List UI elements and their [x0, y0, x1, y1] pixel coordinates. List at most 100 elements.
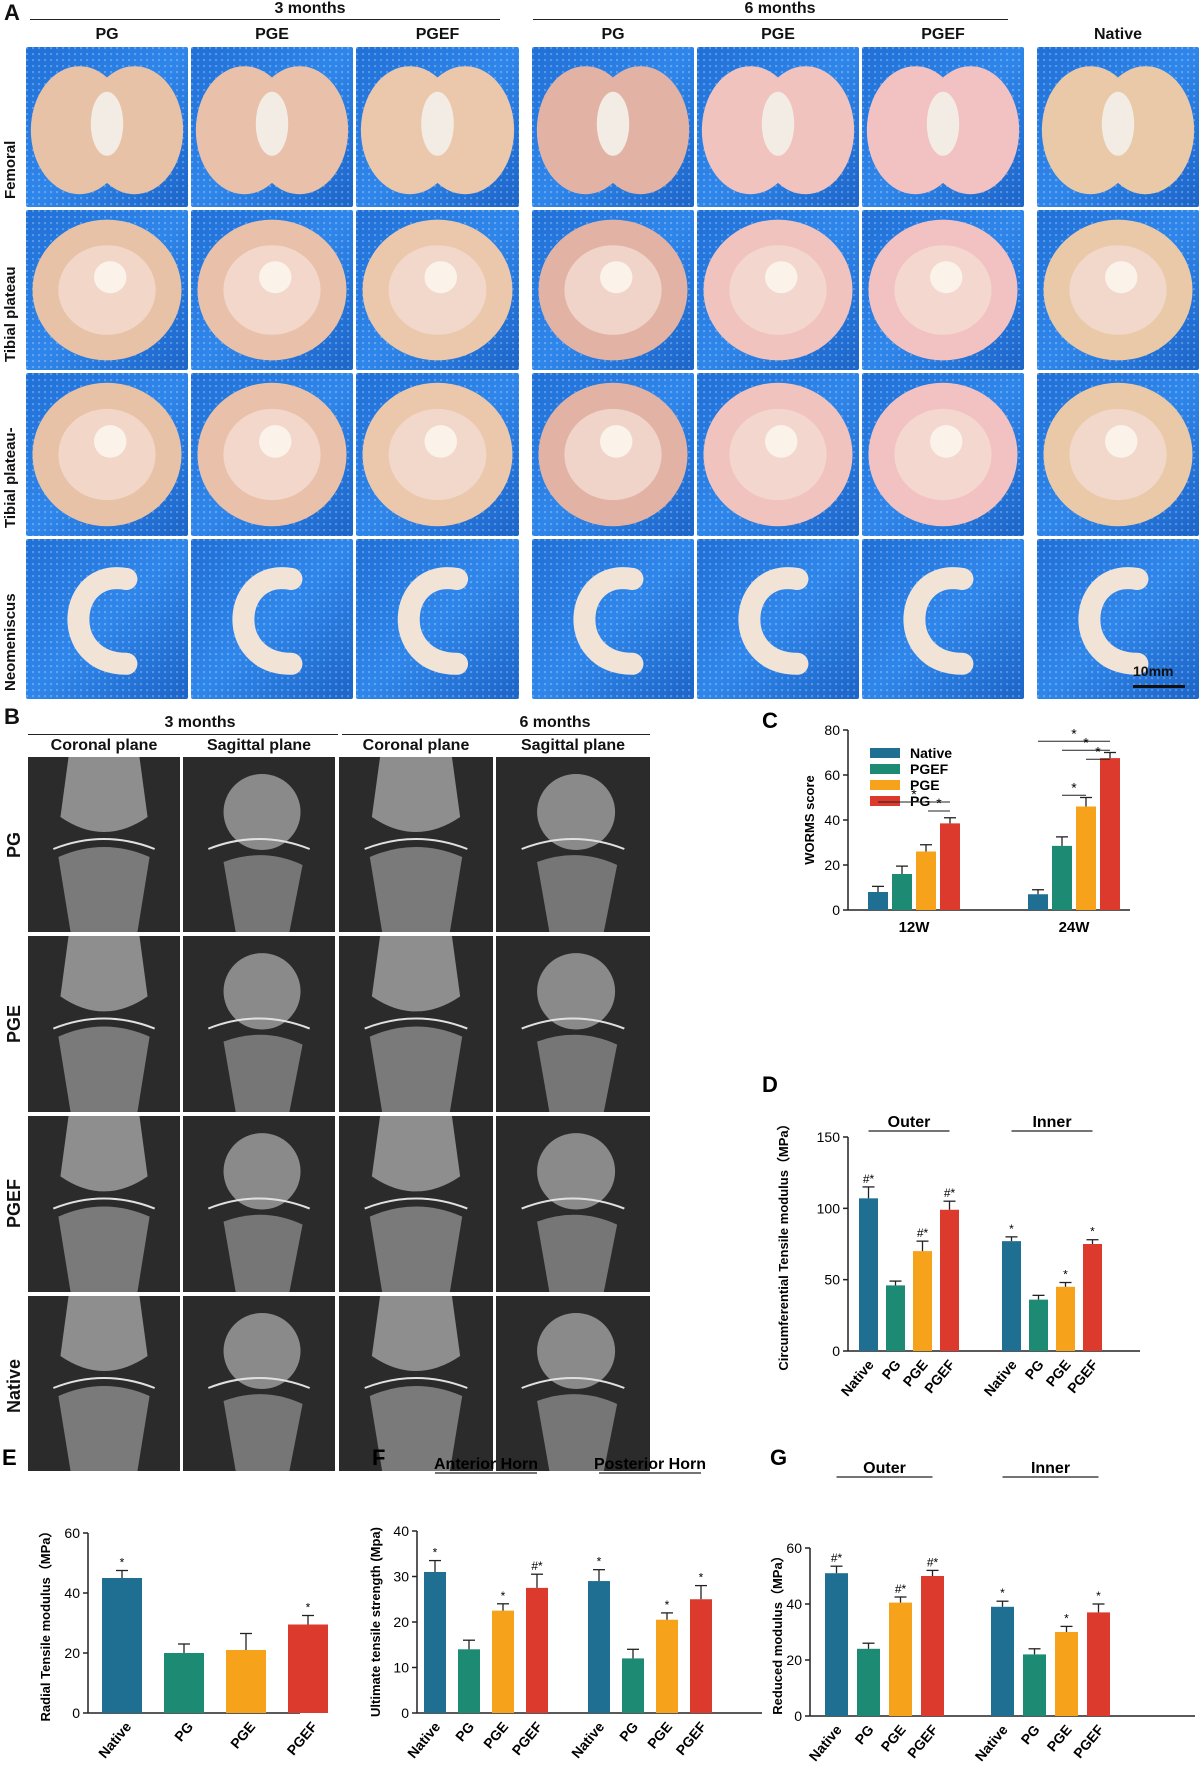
bar [916, 851, 936, 910]
joint-line [207, 1377, 311, 1389]
y-tick-label: 40 [824, 812, 840, 828]
y-tick-label: 0 [401, 1705, 409, 1721]
specimen-shape [538, 382, 688, 527]
bar [1052, 845, 1072, 910]
tibia-shape [223, 1034, 303, 1112]
panel-b-6-months-header: 6 months [519, 714, 591, 731]
bar [1100, 758, 1120, 910]
specimen-shape [197, 382, 347, 527]
mri-image [28, 1116, 180, 1292]
panel-a-6-months-header: 6 months [744, 0, 816, 17]
y-axis-label: Circumferential Tensile modulus（MPa） [776, 1117, 791, 1370]
bar [102, 1578, 142, 1713]
bar [164, 1653, 204, 1713]
femur-shape [60, 1296, 148, 1371]
specimen-shape [397, 567, 469, 675]
specimen-shape [868, 382, 1018, 527]
specimen-shape [1041, 66, 1195, 195]
bar [1076, 806, 1096, 910]
significance-mark: * [665, 1598, 670, 1612]
specimen-shape [30, 66, 184, 195]
panel-letter: F [372, 1445, 385, 1470]
repair-tissue-shape [596, 91, 630, 156]
joint-line [364, 838, 468, 850]
legend-label: PG [910, 793, 930, 809]
panel-a-column-header: PGE [255, 26, 289, 43]
specimen-photo [1037, 210, 1199, 370]
significance-mark: * [1096, 1589, 1101, 1603]
specimen-photo [862, 373, 1024, 536]
mri-image [496, 936, 650, 1112]
panel-a-column-header: PGEF [415, 26, 460, 43]
specimen-shape [362, 219, 513, 361]
chart-f-ultimate-tensile-strength: F 0 10 20 30 40 Ultimate tensile strength (Mpa… [370, 1445, 762, 1761]
specimen-shape [32, 382, 182, 527]
bar [921, 1576, 944, 1716]
significance-mark: #* [863, 1172, 875, 1186]
bar [656, 1619, 678, 1713]
mri-image [339, 936, 493, 1112]
panel-a-letter: A [4, 0, 20, 25]
x-tick-label: PGE [227, 1719, 258, 1752]
neomeniscus-shape [765, 261, 798, 294]
mri-anatomy [183, 936, 335, 1112]
bar [857, 1648, 880, 1716]
significance-mark: #* [831, 1551, 843, 1565]
femoral-condyle-shape [537, 774, 616, 850]
femoral-condyle-shape [223, 1313, 301, 1389]
joint-line [52, 838, 156, 850]
bar [1056, 1286, 1075, 1351]
panel-b-row-label: Native [4, 1358, 24, 1413]
mri-image [28, 757, 180, 932]
tibia-shape [537, 1394, 618, 1471]
bar [622, 1658, 644, 1713]
tibia-shape [369, 1386, 463, 1471]
mri-image [28, 936, 180, 1112]
femur-shape [371, 1116, 461, 1192]
specimen-shape [538, 219, 688, 361]
meniscus-shape [738, 567, 809, 675]
significance-mark: #* [944, 1186, 956, 1200]
x-tick-label: PG [852, 1722, 877, 1748]
mri-image [496, 757, 650, 932]
significance-mark: * [1000, 1586, 1005, 1600]
bar [1023, 1654, 1046, 1716]
tibia-shape [58, 1206, 150, 1292]
y-tick-label: 30 [393, 1569, 409, 1585]
specimen-photo [1037, 539, 1199, 699]
tibia-shape [369, 1206, 463, 1292]
joint-line [207, 1197, 311, 1210]
panel-c-letter: C [762, 710, 778, 733]
mri-anatomy [339, 1116, 493, 1292]
specimen-photo [356, 373, 519, 536]
chart-e-radial-modulus: E 0 20 40 60 Radial Tensile modulus（MPa） * Nati… [2, 1445, 328, 1761]
x-tick-label: PGE [644, 1719, 675, 1752]
neomeniscus-shape [930, 261, 963, 294]
femur-shape [60, 936, 148, 1012]
y-tick-label: 150 [817, 1129, 841, 1145]
specimen-shape [362, 382, 513, 527]
specimen-shape [903, 567, 974, 675]
mri-anatomy [28, 757, 180, 932]
specimen-shape [703, 382, 853, 527]
joint-line [521, 1197, 625, 1210]
joint-line [521, 1377, 625, 1389]
mri-anatomy [339, 1296, 493, 1471]
panel-b-column-header: Sagittal plane [520, 737, 626, 754]
y-tick-label: 50 [824, 1272, 840, 1288]
mri-image [28, 1296, 180, 1471]
femoral-condyle-shape [537, 1133, 616, 1210]
specimen-photo [862, 47, 1024, 207]
specimen-photo [356, 539, 519, 699]
significance-mark: #* [895, 1582, 907, 1596]
x-tick-label: PGEF [509, 1718, 546, 1758]
specimen-photo [862, 210, 1024, 370]
tibia-shape [369, 1026, 463, 1112]
group-header: Posterior Horn [594, 1456, 706, 1473]
significance-mark: * [1063, 1268, 1068, 1282]
chart-c-worms-score: C 0 20 40 60 80 WORMS score 12W 24W NativePGEFPGE… [762, 710, 1130, 936]
y-axis-label: Ultimate tensile strength (Mpa) [370, 1527, 383, 1717]
mri-image [339, 757, 493, 932]
panel-b-letter: B [4, 704, 20, 729]
